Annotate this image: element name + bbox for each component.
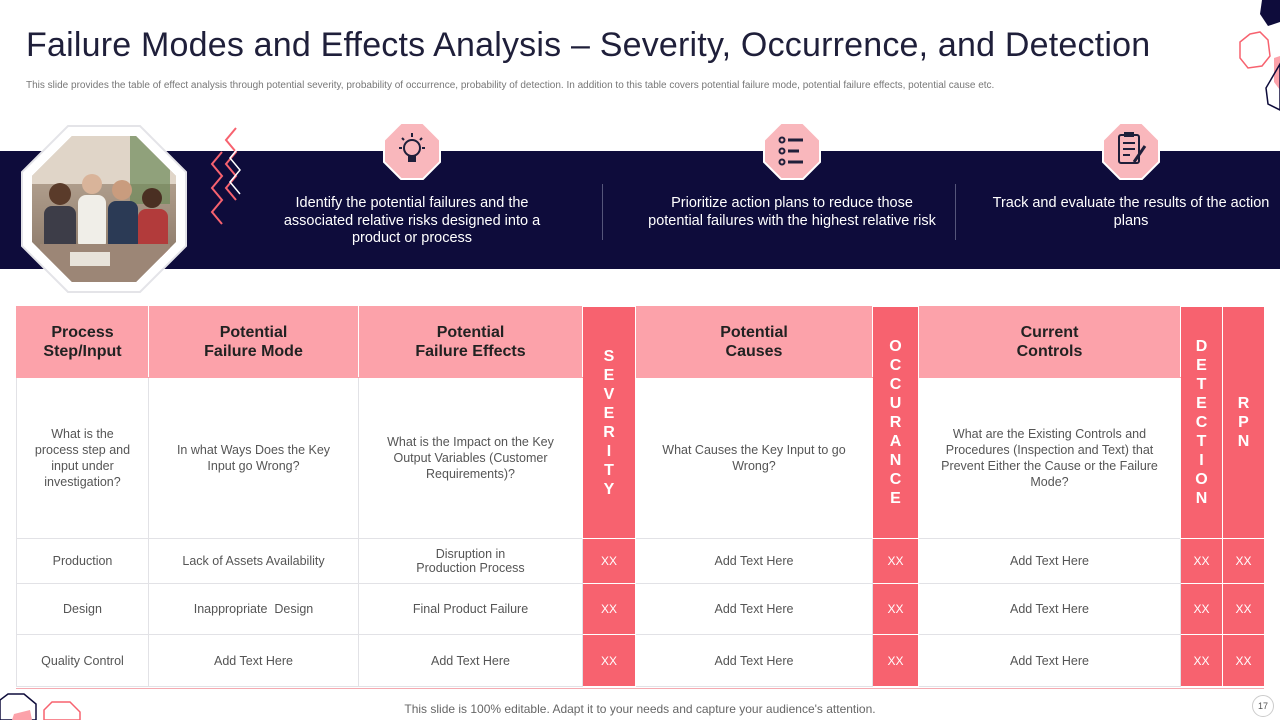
cell-rpn: XX — [1222, 583, 1265, 635]
header-severity: SEVERITY — [582, 306, 636, 539]
feature-track: Track and evaluate the results of the ac… — [981, 122, 1280, 230]
table-question-row: What is the process step and input under… — [16, 377, 1265, 539]
cell-causes: Add Text Here — [635, 583, 873, 635]
hexagon-decoration-bottom-left — [0, 693, 81, 720]
header-causes: Potential Causes — [635, 306, 873, 378]
cell-detection: XX — [1180, 538, 1223, 584]
cell-controls: Add Text Here — [918, 538, 1181, 584]
header-rpn: RPN — [1222, 306, 1265, 539]
page-number: 17 — [1252, 695, 1274, 717]
cell-occurrence: XX — [872, 634, 919, 687]
lightbulb-icon — [383, 122, 441, 180]
question-failure-effects: What is the Impact on the Key Output Var… — [358, 377, 583, 539]
cell-failure-mode: Lack of Assets Availability — [148, 538, 359, 584]
table-row: Design Inappropriate Design Final Produc… — [16, 583, 1265, 635]
slide-footer: This slide is 100% editable. Adapt it to… — [404, 702, 876, 716]
hexagon-decoration-top-right — [1239, 0, 1280, 111]
question-failure-mode: In what Ways Does the Key Input go Wrong… — [148, 377, 359, 539]
cell-controls: Add Text Here — [918, 634, 1181, 687]
team-photo — [20, 124, 188, 294]
cell-severity: XX — [582, 538, 636, 584]
table-row: Production Lack of Assets Availability D… — [16, 538, 1265, 584]
feature-track-text: Track and evaluate the results of the ac… — [992, 195, 1270, 229]
cell-process: Quality Control — [16, 634, 149, 687]
table-row: Quality Control Add Text Here Add Text H… — [16, 634, 1265, 687]
cell-causes: Add Text Here — [635, 538, 873, 584]
header-failure-effects: Potential Failure Effects — [358, 306, 583, 378]
cell-detection: XX — [1180, 634, 1223, 687]
cell-process: Production — [16, 538, 149, 584]
cell-occurrence: XX — [872, 583, 919, 635]
cell-failure-effects: Add Text Here — [358, 634, 583, 687]
cell-failure-effects: Final Product Failure — [358, 583, 583, 635]
cell-failure-effects: Disruption in Production Process — [358, 538, 583, 584]
zigzag-decoration — [210, 127, 241, 225]
table-bottom-line — [16, 688, 1264, 689]
cell-detection: XX — [1180, 583, 1223, 635]
cell-severity: XX — [582, 583, 636, 635]
cell-severity: XX — [582, 634, 636, 687]
slide-title: Failure Modes and Effects Analysis – Sev… — [26, 26, 1151, 64]
header-detection: DETECTION — [1180, 306, 1223, 539]
cell-failure-mode: Inappropriate Design — [148, 583, 359, 635]
cell-causes: Add Text Here — [635, 634, 873, 687]
question-controls: What are the Existing Controls and Proce… — [918, 377, 1181, 539]
cell-process: Design — [16, 583, 149, 635]
question-process: What is the process step and input under… — [16, 377, 149, 539]
fmea-table: Process Step/Input Potential Failure Mode … — [16, 306, 1265, 687]
cell-occurrence: XX — [872, 538, 919, 584]
question-causes: What Causes the Key Input to go Wrong? — [635, 377, 873, 539]
feature-identify-text: Identify the potential failures and the … — [283, 195, 541, 246]
slide-subtitle: This slide provides the table of effect … — [26, 80, 995, 91]
clipboard-icon — [1102, 122, 1160, 180]
feature-prioritize: Prioritize action plans to reduce those … — [642, 122, 942, 230]
cell-controls: Add Text Here — [918, 583, 1181, 635]
banner-divider-2 — [955, 184, 956, 240]
header-failure-mode: Potential Failure Mode — [148, 306, 359, 378]
feature-identify: Identify the potential failures and the … — [262, 122, 562, 248]
header-occurrence: OCCURANCE — [872, 306, 919, 539]
cell-rpn: XX — [1222, 634, 1265, 687]
table-header-row: Process Step/Input Potential Failure Mode … — [16, 306, 1265, 539]
cell-rpn: XX — [1222, 538, 1265, 584]
cell-failure-mode: Add Text Here — [148, 634, 359, 687]
feature-prioritize-text: Prioritize action plans to reduce those … — [648, 195, 936, 229]
header-process: Process Step/Input — [16, 306, 149, 378]
header-controls: Current Controls — [918, 306, 1181, 378]
checklist-icon — [763, 122, 821, 180]
banner-divider-1 — [602, 184, 603, 240]
